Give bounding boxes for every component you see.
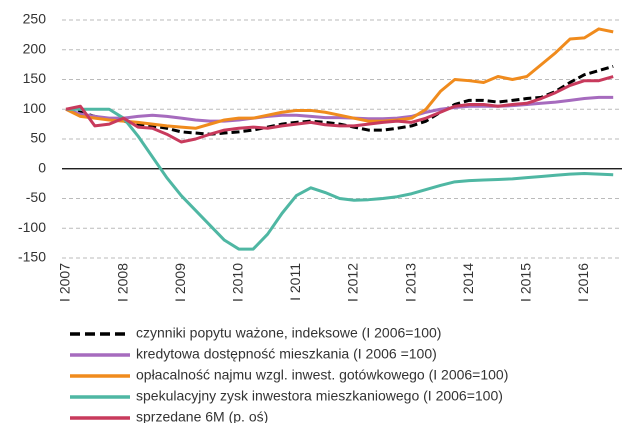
y-tick-label: 250 xyxy=(23,11,47,27)
legend-label: sprzedane 6M (p. oś) xyxy=(136,409,268,423)
y-tick-label: 0 xyxy=(38,159,46,175)
x-tick-label: I 2016 xyxy=(575,263,591,302)
y-tick-label: 200 xyxy=(23,40,47,56)
x-tick-label: I 2010 xyxy=(230,263,246,302)
y-tick-label: -50 xyxy=(26,189,46,205)
x-tick-label: I 2008 xyxy=(114,263,130,302)
x-tick-label: I 2014 xyxy=(460,263,476,302)
legend-label: czynniki popytu ważone, indeksowe (I 200… xyxy=(136,325,441,341)
x-tick-label: I 2009 xyxy=(172,263,188,302)
legend-label: opłacalność najmu wzgl. inwest. gotówkow… xyxy=(136,367,508,383)
y-tick-label: 150 xyxy=(23,70,47,86)
y-tick-label: 100 xyxy=(23,100,47,116)
x-tick-label: I 2012 xyxy=(345,263,361,302)
x-tick-label: I 2011 xyxy=(287,263,303,301)
data-line xyxy=(66,107,614,251)
y-tick-label: 50 xyxy=(30,130,46,146)
x-tick-label: I 2015 xyxy=(518,263,534,302)
data-line xyxy=(65,64,614,136)
legend-label: kredytowa dostępność mieszkania (I 2006 … xyxy=(136,346,437,362)
legend-label: spekulacyjny zysk inwestora mieszkaniowe… xyxy=(136,388,503,404)
data-line xyxy=(65,27,614,130)
x-tick-label: I 2007 xyxy=(57,263,73,302)
y-tick-label: -150 xyxy=(18,249,46,265)
y-tick-label: -100 xyxy=(18,219,46,235)
x-tick-label: I 2013 xyxy=(402,263,418,302)
data-line xyxy=(65,75,614,144)
